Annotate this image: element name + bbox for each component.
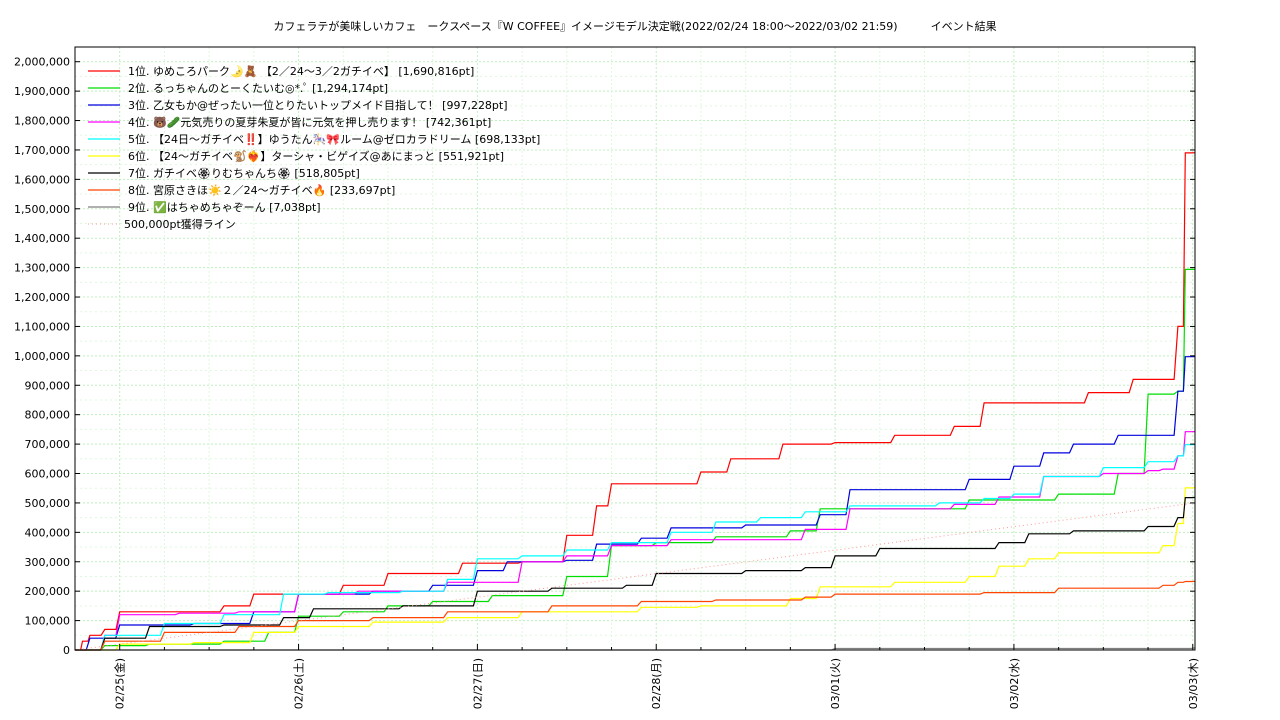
- y-tick-label: 500,000: [25, 497, 71, 510]
- legend-label: 8位. 宮原さきほ☀️２／24〜ガチイベ🔥 [233,697pt]: [128, 183, 395, 197]
- y-tick-label: 2,000,000: [14, 56, 70, 69]
- x-tick-label: 02/25(金): [113, 658, 127, 709]
- chart-title: カフェラテが美味しいカフェ ークスペース『W COFFEE』イメージモデル決定戦…: [273, 20, 997, 33]
- legend-label: 7位. ガチイベ🏵りむちゃんち🏵 [518,805pt]: [128, 166, 360, 180]
- y-tick-label: 600,000: [25, 468, 71, 481]
- legend-label: 5位. 【24日〜ガチイベ‼️】ゆうたん🎠🎀ルーム@ゼロカラドリーム [698,…: [128, 132, 540, 146]
- x-tick-label: 02/27(日): [471, 658, 484, 709]
- legend-label: 1位. ゆめころパーク🌛🧸 【2／24〜3／2ガチイベ】 [1,690,816p…: [128, 64, 474, 78]
- series-line-10: [74, 502, 1196, 651]
- legend-label: 4位. 🐻🥒元気売りの夏芽朱夏が皆に元気を押し売ります！ [742,361pt]: [128, 115, 491, 129]
- y-tick-label: 800,000: [25, 409, 71, 422]
- y-tick-label: 1,000,000: [14, 350, 70, 363]
- series-line-5: [75, 444, 1196, 651]
- x-tick-label: 03/03(木): [1187, 658, 1200, 709]
- series-line-6: [75, 487, 1196, 651]
- y-tick-label: 1,200,000: [14, 291, 70, 304]
- y-tick-label: 1,800,000: [14, 115, 70, 128]
- series-line-1: [75, 152, 1196, 651]
- legend-label: 9位. ✅はちゃめちゃぞーん [7,038pt]: [128, 200, 321, 214]
- series-line-8: [75, 580, 1196, 651]
- y-tick-label: 1,700,000: [14, 144, 70, 157]
- y-tick-label: 200,000: [25, 585, 71, 598]
- y-tick-label: 0: [63, 644, 70, 657]
- legend-layer: 1位. ゆめころパーク🌛🧸 【2／24〜3／2ガチイベ】 [1,690,816p…: [88, 64, 540, 231]
- x-tick-label: 02/26(土): [293, 658, 306, 709]
- y-tick-label: 400,000: [25, 526, 71, 539]
- y-tick-label: 1,600,000: [14, 173, 70, 186]
- y-tick-label: 1,900,000: [14, 85, 70, 98]
- series-line-7: [75, 496, 1196, 651]
- plot-frame: [74, 46, 1196, 651]
- y-tick-label: 700,000: [25, 438, 71, 451]
- y-tick-label: 100,000: [25, 615, 71, 628]
- y-tick-label: 300,000: [25, 556, 71, 569]
- y-tick-label: 1,300,000: [14, 262, 70, 275]
- y-tick-label: 1,100,000: [14, 320, 70, 333]
- axis-layer: 0 100,000 200,000 300,000 400,000 500,000 600,…: [14, 56, 1200, 710]
- legend-label: 6位. 【24〜ガチイベ🐒❤️‍🔥】ターシャ・ビゲイズ@あにまっと [551,9…: [128, 149, 504, 163]
- legend-label: 2位. るっちゃんのとーくたいむ◎*.ﾟ [1,294,174pt]: [128, 81, 388, 95]
- series-layer: [74, 152, 1196, 651]
- legend-label: 3位. 乙女もか@ぜったい一位とりたいトップメイド目指して！ [997,228p…: [128, 98, 508, 112]
- y-tick-label: 1,500,000: [14, 203, 70, 216]
- legend-label: 500,000pt獲得ライン: [124, 218, 236, 231]
- x-tick-label: 02/28(月): [650, 658, 663, 709]
- y-tick-label: 1,400,000: [14, 232, 70, 245]
- y-tick-label: 900,000: [25, 379, 71, 392]
- grid-layer: [74, 47, 1195, 650]
- x-tick-label: 03/01(火): [829, 658, 842, 709]
- series-line-4: [75, 431, 1196, 651]
- x-tick-label: 03/02(水): [1008, 658, 1021, 709]
